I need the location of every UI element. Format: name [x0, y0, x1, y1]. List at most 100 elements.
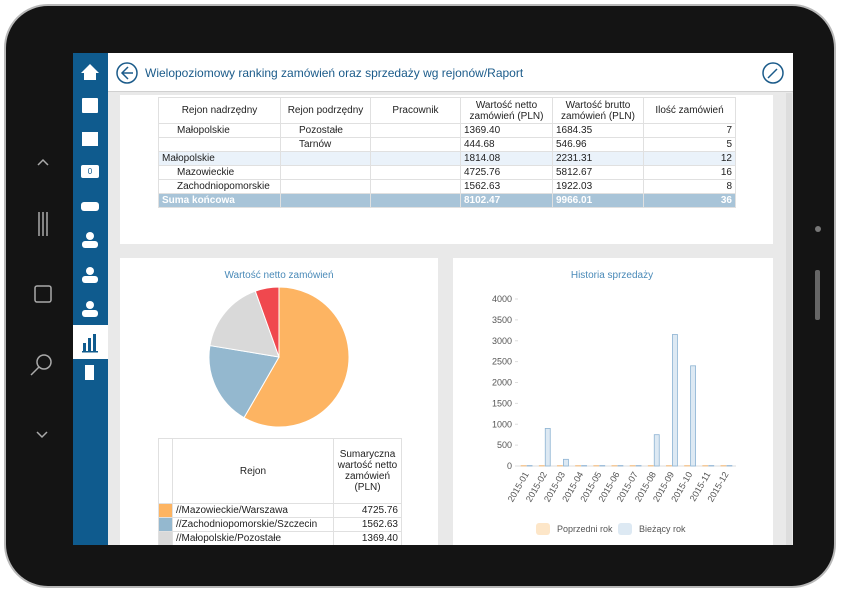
column-header: Rejon nadrzędny [158, 97, 281, 124]
cell-text: 16 [720, 167, 732, 178]
bar-panel [453, 258, 773, 545]
sidebar-icons: 0 [73, 64, 108, 380]
legend-swatch-header [158, 438, 173, 504]
pie-slice [254, 286, 280, 358]
header: Wielopoziomowy ranking zamówień oraz spr… [108, 53, 793, 92]
screen: 0 Wielopoziomowy ranking zamówień oraz s… [73, 53, 793, 545]
side-button[interactable] [815, 270, 820, 320]
cell-text: 7 [726, 125, 732, 136]
user-icon[interactable] [86, 232, 94, 240]
bar [544, 428, 551, 467]
header-icons [116, 62, 784, 84]
cell-text: 8 [726, 181, 732, 192]
edit-button[interactable] [762, 62, 784, 84]
legend-row: //Mazowieckie/Warszawa 4725.76 [158, 503, 402, 518]
cell-text: Pozostałe [299, 125, 343, 136]
legend-swatch [158, 517, 173, 532]
table-row: Zachodniopomorskie 1562.63 1922.03 8 [158, 179, 736, 194]
cell-text: 2231.31 [556, 153, 593, 164]
table-row: Suma końcowa 8102.47 9966.01 36 [158, 193, 736, 208]
logout-icon[interactable] [85, 365, 94, 380]
bar-title: Historia sprzedaży [571, 270, 653, 281]
pie-slice [209, 290, 280, 358]
user-alt-icon[interactable] [86, 301, 94, 309]
cell-text: 8102.47 [464, 195, 501, 206]
sidebar: 0 [73, 53, 108, 545]
charts: Wartość netto zamówień Historia sprzedaży… [208, 270, 736, 535]
nav-down[interactable] [36, 431, 48, 439]
legend-header: Rejon Sumaryczna wartość netto zamówień (… [158, 438, 402, 504]
bar [563, 458, 569, 467]
calendar-icon[interactable] [82, 98, 98, 113]
cell-text: 5812.67 [556, 167, 593, 178]
cell-text: 4725.76 [464, 167, 501, 178]
column-header: Rejon podrzędny [280, 97, 371, 124]
tablet-buttons [30, 158, 821, 439]
cell-text: Mazowieckie [177, 167, 235, 178]
table-row: Tarnów 444.68 546.96 5 [158, 137, 736, 152]
legend-swatch [536, 523, 550, 535]
page-title: Wielopoziomowy ranking zamówień oraz spr… [145, 66, 524, 80]
cell-text: Tarnów [299, 139, 332, 150]
nav-menu[interactable] [38, 212, 48, 236]
chat-badge: 0 [88, 167, 93, 176]
y-tick-label: 1000 [492, 419, 512, 429]
table-cell [370, 193, 461, 208]
cell-text: Suma końcowa [162, 195, 235, 206]
chart-icon[interactable] [82, 334, 98, 353]
table-cell: 8102.47 [460, 193, 553, 208]
cell-text: 444.68 [464, 139, 495, 150]
table-cell: Suma końcowa [158, 193, 281, 208]
legend-label: //Małopolskie/Pozostałe [172, 531, 334, 545]
legend-value: 4725.76 [333, 503, 402, 518]
y-tick-label: 1500 [492, 398, 512, 408]
bar [653, 434, 660, 467]
legend-row: //Zachodniopomorskie/Szczecin 1562.63 [158, 517, 402, 532]
table-row: Małopolskie 1814.08 2231.31 12 [158, 151, 736, 166]
back-button[interactable] [116, 62, 138, 84]
table-cell: 36 [643, 193, 736, 208]
chat-icon[interactable] [81, 165, 99, 178]
column-header: Wartość brutto zamówień (PLN) [552, 97, 644, 124]
car-icon[interactable] [81, 202, 99, 211]
legend-label: //Mazowieckie/Warszawa [172, 503, 334, 518]
nav-up[interactable] [37, 158, 49, 166]
pie-slice [208, 344, 280, 419]
y-tick-label: 4000 [492, 294, 512, 304]
pie-title: Wartość netto zamówień [224, 270, 333, 281]
legend-value: 1562.63 [333, 517, 402, 532]
cell-text: 36 [720, 195, 732, 206]
legend-column: Rejon [172, 438, 334, 504]
home-icon[interactable] [81, 64, 99, 80]
bar [690, 365, 696, 467]
cell-text: 1562.63 [464, 181, 501, 192]
y-tick-label: 500 [497, 440, 512, 450]
table-cell: Małopolskie [158, 151, 281, 166]
table-row: Mazowieckie 4725.76 5812.67 16 [158, 165, 736, 180]
legend-swatch [618, 523, 632, 535]
legend-swatch [158, 531, 173, 545]
nav-search[interactable] [30, 354, 52, 376]
legend-label: //Zachodniopomorskie/Szczecin [172, 517, 334, 532]
legend-label: Bieżący rok [639, 524, 686, 534]
cell-text: 1369.40 [464, 125, 501, 136]
table-cell: 1814.08 [460, 151, 553, 166]
cell-text: Zachodniopomorskie [177, 181, 270, 192]
pie-slice [243, 286, 350, 428]
cell-text: 12 [720, 153, 732, 164]
nav-home[interactable] [34, 285, 52, 303]
user-down-icon[interactable] [86, 267, 94, 275]
bar [672, 334, 678, 467]
y-tick-label: 3500 [492, 315, 512, 325]
cell-text: 1814.08 [464, 153, 501, 164]
header-row: Rejon nadrzędny Rejon podrzędny Pracownik W… [158, 97, 736, 124]
cell-text: 1922.03 [556, 181, 593, 192]
y-tick-label: 0 [507, 461, 512, 471]
pie-legend-table: Rejon Sumaryczna wartość netto zamówień (… [158, 438, 402, 545]
map-icon[interactable] [82, 132, 98, 146]
y-tick-label: 2500 [492, 357, 512, 367]
y-tick-label: 3000 [492, 336, 512, 346]
scrollbar[interactable] [786, 93, 792, 545]
legend-label: Poprzedni rok [557, 524, 613, 534]
